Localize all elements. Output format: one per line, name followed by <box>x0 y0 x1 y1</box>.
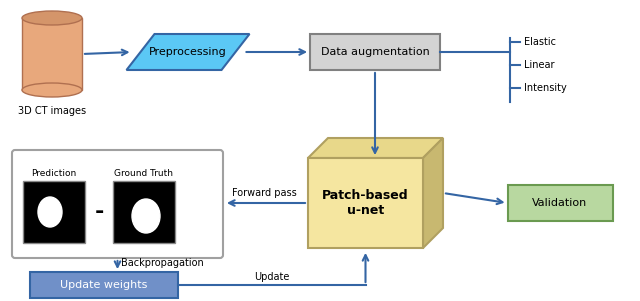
FancyBboxPatch shape <box>508 185 612 221</box>
Text: 3D CT images: 3D CT images <box>18 106 86 116</box>
FancyBboxPatch shape <box>113 181 175 243</box>
FancyBboxPatch shape <box>310 34 440 70</box>
Ellipse shape <box>132 199 160 233</box>
Text: Patch-based
u-net: Patch-based u-net <box>322 189 409 217</box>
Text: Validation: Validation <box>532 198 588 208</box>
Text: Backpropagation: Backpropagation <box>122 259 204 268</box>
Text: Prediction: Prediction <box>31 169 77 178</box>
Text: Forward pass: Forward pass <box>232 188 296 198</box>
Text: Ground Truth: Ground Truth <box>115 169 173 178</box>
Ellipse shape <box>38 197 62 227</box>
Text: Data augmentation: Data augmentation <box>321 47 429 57</box>
Text: Linear: Linear <box>524 60 554 70</box>
Polygon shape <box>127 34 250 70</box>
Text: Elastic: Elastic <box>524 37 556 47</box>
FancyBboxPatch shape <box>23 181 85 243</box>
FancyBboxPatch shape <box>308 158 423 248</box>
Ellipse shape <box>22 83 82 97</box>
Polygon shape <box>423 138 443 248</box>
Ellipse shape <box>22 11 82 25</box>
FancyBboxPatch shape <box>12 150 223 258</box>
Polygon shape <box>308 138 443 158</box>
Text: -: - <box>94 202 104 222</box>
FancyBboxPatch shape <box>30 272 178 298</box>
Text: Intensity: Intensity <box>524 83 567 93</box>
Polygon shape <box>22 18 82 90</box>
Text: Update: Update <box>254 272 289 282</box>
Text: Preprocessing: Preprocessing <box>149 47 227 57</box>
Text: Update weights: Update weights <box>60 280 148 290</box>
